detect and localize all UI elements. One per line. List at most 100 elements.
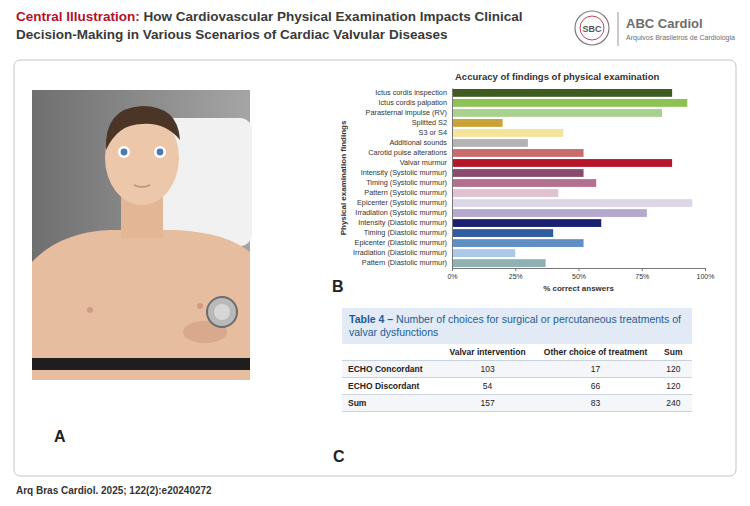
y-tick: Additional sounds <box>389 138 447 147</box>
panel-letter: A <box>54 428 66 445</box>
y-tick-label: Irradiation (Systolic murmur) <box>355 208 447 217</box>
bar <box>452 109 662 117</box>
y-tick-label: Ictus cordis palpation <box>378 98 447 107</box>
photo-eye <box>118 146 130 158</box>
y-tick-label: Ictus cordis inspection <box>375 88 447 97</box>
header-label: Central Illustration: <box>16 9 140 24</box>
table-row-label: ECHO Discordant <box>342 378 439 395</box>
table-row-label: ECHO Concordant <box>342 361 439 378</box>
table-cell: 83 <box>537 395 655 412</box>
photo-stethoscope <box>207 297 237 327</box>
photo-mouth <box>134 185 150 187</box>
logo-brand: ABC Cardiol <box>626 16 703 31</box>
x-tick-label: 25% <box>509 273 523 280</box>
y-tick: Carotid pulse alterations <box>368 148 447 157</box>
y-tick: Timing (Systolic murmur) <box>366 178 447 187</box>
y-tick-label: Valvar murmur <box>400 158 448 167</box>
y-axis: Ictus cordis inspectionIctus cordis palp… <box>353 88 453 268</box>
y-tick-label: Pattern (Diastolic murmur) <box>362 258 447 267</box>
y-tick: Intensity (Diastolic murmur) <box>358 218 447 227</box>
table-cell: 120 <box>655 361 692 378</box>
logo-divider <box>618 12 619 46</box>
y-tick: Ictus cordis palpation <box>378 98 447 107</box>
y-tick: Splitted S2 <box>412 118 447 127</box>
bar <box>452 239 584 247</box>
x-tick-mark <box>642 268 643 271</box>
y-tick-label: Timing (Systolic murmur) <box>366 178 447 187</box>
table-cell: 240 <box>655 395 692 412</box>
bar <box>452 199 692 207</box>
x-tick: 0% <box>447 268 457 280</box>
bar <box>452 209 647 217</box>
table-label: Table 4 – <box>349 313 393 325</box>
y-tick-label: Parasternal impulse (RV) <box>366 108 447 117</box>
photo-hair <box>106 106 180 150</box>
bar <box>452 179 596 187</box>
y-axis-title: Physical examination findings <box>339 120 348 235</box>
x-tick-mark <box>705 268 706 271</box>
y-tick-label: Epicenter (Diastolic murmur) <box>355 238 447 247</box>
photo-eye <box>154 146 166 158</box>
y-tick-label: Carotid pulse alterations <box>368 148 447 157</box>
x-axis: 0% 25% 50% 75% 100% <box>447 268 714 280</box>
bar <box>452 149 584 157</box>
x-tick-label: 50% <box>572 273 586 280</box>
bar <box>452 99 687 107</box>
table-column-head: Valvar intervention <box>439 344 537 361</box>
y-tick: Irradiation (Diastolic murmur) <box>353 248 447 257</box>
y-tick-label: Timing (Diastolic murmur) <box>364 228 447 237</box>
footer: Arq Bras Cardiol. 2025; 122(2):e20240272 <box>16 485 212 496</box>
y-tick-label: Epicenter (Systolic murmur) <box>357 198 447 207</box>
y-tick: Irradiation (Systolic murmur) <box>355 208 447 217</box>
bar <box>452 249 515 257</box>
table-cell: 66 <box>537 378 655 395</box>
bar <box>452 259 546 267</box>
table-row: Sum15783240 <box>342 395 692 412</box>
logo-seal <box>575 11 609 45</box>
y-tick: Pattern (Diastolic murmur) <box>362 258 447 267</box>
y-tick: Valvar murmur <box>400 158 448 167</box>
bar <box>452 219 601 227</box>
logo: SBC ABC Cardiol Arquivos Brasileiros de Ca… <box>575 11 735 46</box>
logo-seal-ring <box>580 16 604 40</box>
y-tick: S3 or S4 <box>419 128 447 137</box>
table-header-row: Valvar interventionOther choice of treat… <box>342 344 692 361</box>
photo-stethoscope-face <box>214 304 230 320</box>
photo-torso <box>32 230 250 380</box>
y-tick-label: S3 or S4 <box>419 128 447 137</box>
table-column-head: Sum <box>655 344 692 361</box>
table: Table 4 – Number of choices for surgical… <box>342 308 692 412</box>
bar <box>452 129 563 137</box>
photo <box>32 90 252 380</box>
bar <box>452 159 672 167</box>
x-tick-label: 0% <box>447 273 457 280</box>
logo-abbr: SBC <box>582 24 602 34</box>
bar <box>452 89 672 97</box>
header: Central Illustration: How Cardiovascular… <box>16 8 561 44</box>
bar <box>452 169 584 177</box>
table-row: ECHO Discordant5466120 <box>342 378 692 395</box>
y-tick: Pattern (Systolic murmur) <box>364 188 447 197</box>
x-tick-mark <box>515 268 516 271</box>
photo-iris <box>157 149 164 156</box>
photo-iris <box>121 149 128 156</box>
bar <box>452 229 553 237</box>
photo-nipple <box>87 307 93 313</box>
bar <box>452 119 503 127</box>
table-cell: 103 <box>439 361 537 378</box>
table-title-cell: Table 4 – Number of choices for surgical… <box>342 308 692 344</box>
x-tick: 50% <box>572 268 586 280</box>
x-tick: 75% <box>635 268 649 280</box>
photo-band <box>32 358 250 370</box>
table-cell: 157 <box>439 395 537 412</box>
x-tick-label: 100% <box>697 273 715 280</box>
logo-subtitle: Arquivos Brasileiros de Cardiologia <box>626 34 735 42</box>
x-tick-label: 75% <box>635 273 649 280</box>
y-tick: Parasternal impulse (RV) <box>366 108 447 117</box>
y-axis-line <box>452 89 453 269</box>
y-tick: Intensity (Systolic murmur) <box>361 168 447 177</box>
panel-frame <box>14 60 736 476</box>
bar <box>452 189 558 197</box>
x-axis-title: % correct answers <box>543 284 614 293</box>
y-tick: Epicenter (Diastolic murmur) <box>355 238 447 247</box>
